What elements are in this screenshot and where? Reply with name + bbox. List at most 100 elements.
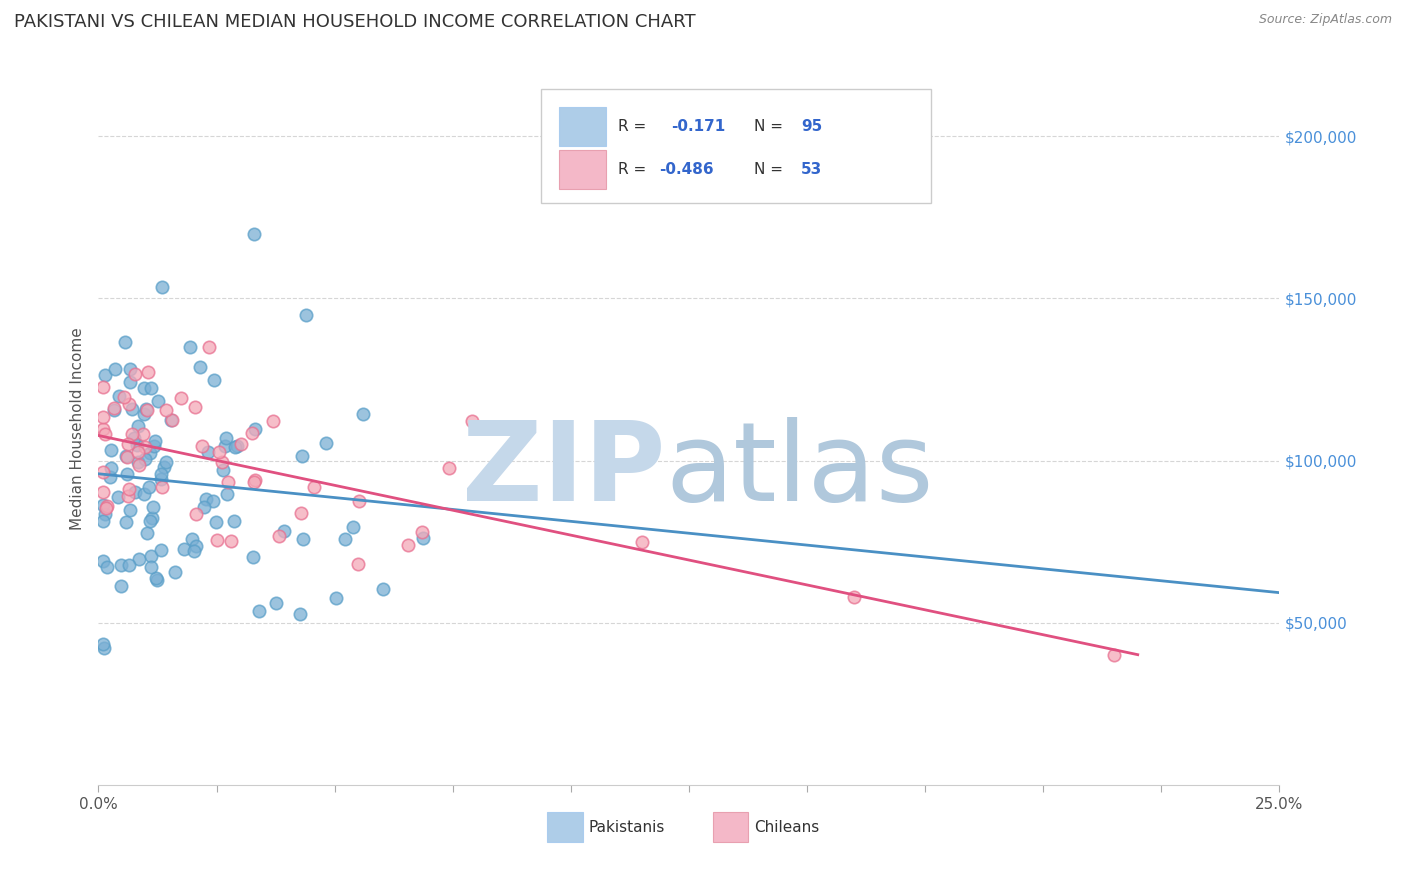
Point: [461, 414, 484, 428]
Point: [193, 500, 215, 514]
Point: [273, 524, 295, 539]
Point: [134, 451, 156, 466]
Point: [202, 494, 225, 508]
Point: [91, 380, 114, 394]
Point: [198, 340, 221, 354]
Point: [135, 402, 157, 417]
Point: [347, 558, 370, 572]
Point: [247, 604, 270, 618]
Point: [159, 413, 181, 427]
Bar: [713, 812, 748, 842]
Point: [288, 607, 311, 621]
Point: [141, 511, 163, 525]
Point: [115, 450, 138, 465]
Point: [347, 494, 370, 508]
Point: [155, 455, 177, 469]
Point: [145, 571, 167, 585]
Point: [91, 554, 114, 568]
Point: [127, 445, 149, 459]
Point: [100, 443, 122, 458]
Text: Chileans: Chileans: [754, 820, 820, 835]
Point: [96, 499, 118, 513]
Point: [222, 514, 245, 528]
Point: [127, 438, 149, 452]
Point: [333, 532, 356, 546]
Point: [138, 446, 160, 460]
Point: [190, 439, 212, 453]
Point: [128, 551, 150, 566]
Point: [141, 559, 163, 574]
Text: N =: N =: [754, 161, 787, 177]
Point: [120, 375, 142, 389]
Point: [208, 445, 231, 459]
FancyBboxPatch shape: [541, 89, 931, 203]
Point: [396, 538, 419, 552]
Text: R =: R =: [619, 119, 657, 134]
Point: [373, 582, 395, 596]
Point: [93, 641, 115, 656]
Point: [229, 437, 252, 451]
Point: [325, 591, 347, 605]
Point: [291, 450, 314, 464]
Point: [132, 407, 155, 421]
Point: [295, 308, 318, 322]
Point: [195, 492, 218, 507]
Point: [242, 475, 264, 490]
Point: [118, 483, 141, 497]
Point: [138, 514, 160, 528]
Y-axis label: Median Household Income: Median Household Income: [69, 326, 84, 530]
Point: [117, 489, 139, 503]
Point: [142, 439, 165, 453]
Text: Source: ZipAtlas.com: Source: ZipAtlas.com: [1258, 13, 1392, 27]
Point: [127, 455, 149, 469]
Point: [110, 558, 132, 573]
Point: [1102, 648, 1125, 663]
Point: [243, 227, 266, 241]
Point: [302, 480, 325, 494]
Point: [115, 450, 138, 464]
Point: [217, 475, 239, 490]
Point: [135, 402, 157, 417]
Point: [142, 500, 165, 515]
Text: Pakistanis: Pakistanis: [589, 820, 665, 835]
Point: [212, 463, 235, 477]
Point: [412, 531, 434, 545]
Point: [112, 390, 135, 404]
Point: [221, 534, 243, 549]
Point: [188, 360, 211, 375]
Point: [118, 558, 141, 572]
Point: [173, 542, 195, 557]
Point: [114, 334, 136, 349]
Point: [121, 426, 143, 441]
Point: [91, 514, 114, 528]
Point: [98, 470, 121, 484]
Point: [264, 596, 287, 610]
Point: [94, 427, 117, 442]
Point: [243, 473, 266, 487]
Point: [117, 437, 139, 451]
Point: [240, 426, 263, 441]
Point: [262, 414, 284, 428]
Point: [103, 403, 125, 417]
Point: [352, 407, 374, 421]
Point: [143, 434, 166, 448]
Point: [124, 368, 146, 382]
Bar: [560, 107, 606, 146]
Point: [132, 487, 155, 501]
Point: [146, 573, 169, 587]
Point: [243, 422, 266, 436]
Point: [91, 465, 114, 479]
Point: [153, 459, 176, 474]
Point: [150, 480, 173, 494]
Text: -0.171: -0.171: [671, 119, 725, 134]
Point: [103, 401, 125, 415]
Point: [94, 507, 117, 521]
Point: [94, 368, 117, 382]
Point: [91, 422, 114, 436]
Point: [183, 544, 205, 558]
Point: [146, 394, 169, 409]
Point: [225, 439, 247, 453]
Point: [94, 501, 117, 516]
Point: [411, 525, 433, 540]
Point: [215, 430, 238, 444]
